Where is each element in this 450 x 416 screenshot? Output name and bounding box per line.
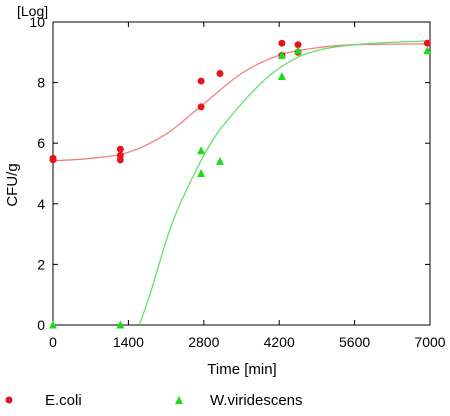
- x-tick-label: 2800: [188, 334, 219, 350]
- y-axis-label: CFU/g: [4, 163, 21, 206]
- y-tick-label: 8: [37, 75, 45, 91]
- x-tick-label: 7000: [414, 334, 445, 350]
- y-axis-unit-note: [Log]: [17, 3, 48, 19]
- data-point-ecoli: [49, 154, 57, 162]
- data-point-ecoli: [197, 103, 205, 111]
- x-tick-label: 4200: [264, 334, 295, 350]
- data-point-ecoli: [278, 39, 286, 47]
- data-point-ecoli: [116, 145, 124, 153]
- data-point-ecoli: [197, 77, 205, 85]
- x-tick-label: 0: [49, 334, 57, 350]
- data-points: [49, 39, 432, 329]
- data-point-wviridescens: [197, 146, 206, 155]
- y-tick-label: 4: [37, 196, 45, 212]
- y-tick-label: 2: [37, 256, 45, 272]
- plot-area: [52, 21, 431, 326]
- data-point-wviridescens: [277, 50, 286, 59]
- x-tick-label: 1400: [113, 334, 144, 350]
- x-axis-label: Time [min]: [207, 361, 276, 378]
- y-tick-label: 6: [37, 135, 45, 151]
- x-tick-label: 5600: [339, 334, 370, 350]
- data-point-wviridescens: [116, 320, 125, 329]
- fit-curves: [52, 40, 431, 326]
- y-tick-label: 10: [29, 14, 45, 30]
- fit-curve-ecoli: [52, 43, 431, 162]
- legend-label-ecoli: E.coli: [45, 392, 82, 409]
- y-tick-label: 0: [37, 317, 45, 333]
- data-point-wviridescens: [294, 46, 303, 55]
- data-point-wviridescens: [49, 320, 57, 329]
- legend: E.coli W.viridescens: [5, 392, 303, 409]
- data-point-ecoli: [116, 156, 124, 164]
- fit-curve-wviridescens: [138, 40, 431, 326]
- axis-ticks: 0 1400 2800 4200 5600 7000 0 2 4 6 8 10: [29, 14, 445, 350]
- data-point-wviridescens: [197, 169, 206, 177]
- legend-label-wviridescens: W.viridescens: [210, 392, 303, 409]
- legend-marker-ecoli: [5, 396, 13, 404]
- data-point-ecoli: [423, 39, 431, 47]
- data-point-ecoli: [216, 70, 224, 78]
- data-point-wviridescens: [215, 156, 224, 165]
- data-point-wviridescens: [277, 72, 286, 81]
- data-point-ecoli: [294, 41, 302, 49]
- legend-marker-wviridescens: [175, 396, 183, 404]
- data-point-wviridescens: [423, 46, 432, 55]
- plot-frame: [52, 21, 431, 326]
